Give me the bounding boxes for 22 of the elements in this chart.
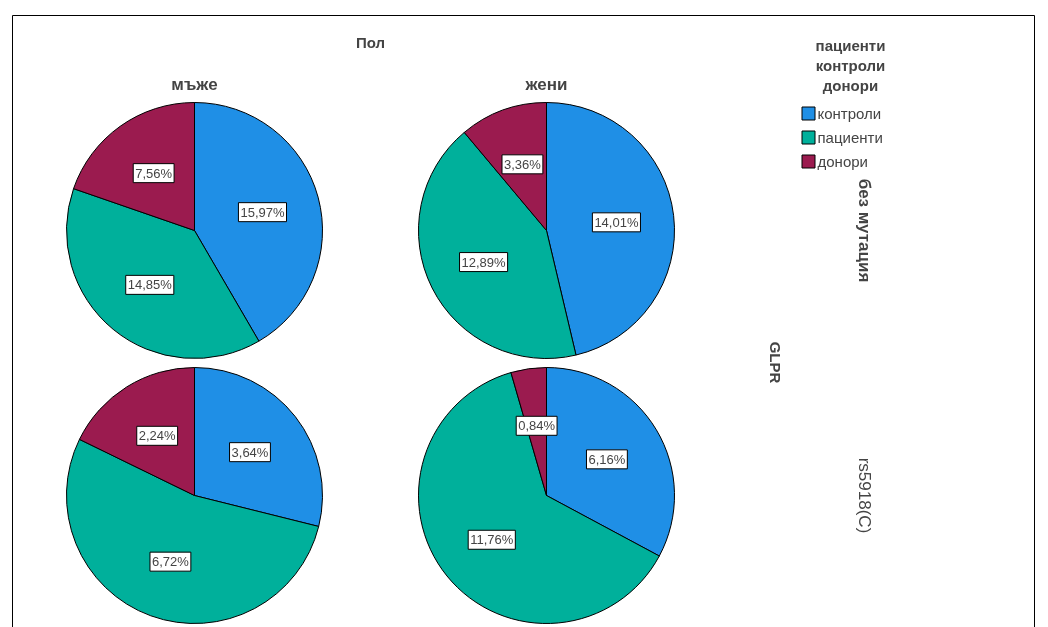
data-label: 3,64% xyxy=(231,444,269,460)
data-label: 7,56% xyxy=(135,165,173,181)
text: без мутация xyxy=(855,178,874,283)
legend-title: пациенти контроли донори xyxy=(815,36,886,95)
data-label: 2,24% xyxy=(138,428,177,444)
text: Пол xyxy=(355,34,386,51)
text: GLPR xyxy=(767,341,784,384)
legend-label: пациенти xyxy=(817,129,883,146)
chart-title: мъже xyxy=(171,75,218,94)
data-label: 12,89% xyxy=(461,254,507,270)
data-label: 14,01% xyxy=(594,214,639,230)
data-label: 6,72% xyxy=(151,554,190,570)
legend-label: донори xyxy=(817,153,868,170)
data-label: 15,97% xyxy=(240,204,285,220)
data-label: 6,16% xyxy=(588,451,626,467)
data-label: 3,36% xyxy=(504,156,542,172)
data-label: 11,76% xyxy=(470,532,514,548)
legend-label: контроли xyxy=(817,105,882,122)
data-label: 0,84% xyxy=(518,418,556,434)
text: rs5918(C) xyxy=(855,457,874,534)
chart-title: жени xyxy=(524,75,568,94)
data-label: 14,85% xyxy=(127,277,173,293)
